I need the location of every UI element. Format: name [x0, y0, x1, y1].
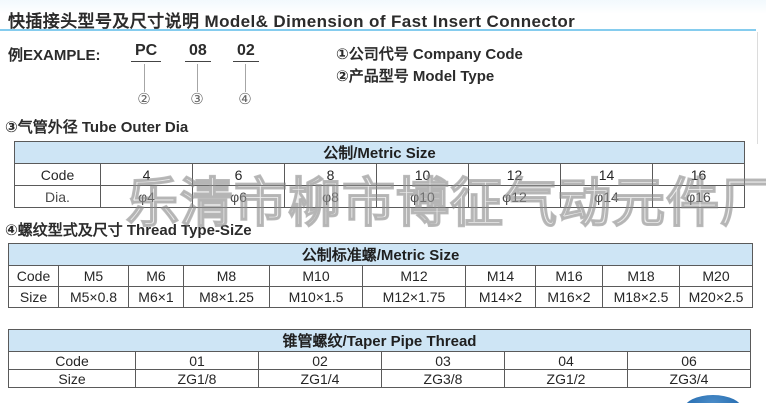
table-cell: M16	[535, 265, 603, 287]
page-edge-line	[757, 32, 758, 144]
table-cell: φ16	[651, 185, 746, 208]
table-cell: φ6	[192, 185, 285, 208]
table-cell: M6×1	[128, 286, 184, 308]
example-label: 例EXAMPLE:	[8, 47, 101, 64]
table-cell: M8	[183, 265, 270, 287]
table-header-row: 公制/Metric Size	[13, 141, 746, 164]
section-title-thread-type: ④螺纹型式及尺寸 Thread Type-SiZe	[5, 222, 252, 239]
legend-company-code: ①公司代号 Company Code	[336, 46, 523, 63]
table-cell: 14	[560, 163, 653, 186]
table-cell: M12×1.75	[362, 286, 466, 308]
table-cell: φ14	[560, 185, 653, 208]
table-cell: ZG1/2	[504, 369, 628, 388]
marker-circle-2: ②	[137, 91, 151, 108]
marker-circle-4: ④	[238, 91, 252, 108]
table-cell: 02	[258, 351, 382, 370]
table-cell: Code	[8, 265, 59, 287]
table-cell: Dia.	[14, 185, 101, 208]
tube-dia-table: 公制/Metric Size Code 4 6 8 10 12 14 16 Di…	[13, 141, 746, 208]
table-cell: M8×1.25	[183, 286, 270, 308]
table-cell: ZG3/4	[627, 369, 751, 388]
example-code-thread: 02	[233, 42, 259, 62]
table-cell: M10	[269, 265, 363, 287]
table-cell: M16×2	[535, 286, 603, 308]
connector-line	[245, 64, 246, 92]
table-cell: M14×2	[465, 286, 536, 308]
table-cell: 10	[376, 163, 469, 186]
table-cell: 4	[100, 163, 193, 186]
table-cell: Size	[8, 369, 136, 388]
page-title: 快插接头型号及尺寸说明 Model& Dimension of Fast Ins…	[8, 12, 576, 31]
table-cell: ZG1/8	[135, 369, 259, 388]
table-cell: M18×2.5	[602, 286, 680, 308]
table-cell: M5×0.8	[58, 286, 129, 308]
table-cell: M18	[602, 265, 680, 287]
table-header-row: 锥管螺纹/Taper Pipe Thread	[8, 329, 751, 352]
metric-thread-table: 公制标准螺/Metric Size Code M5 M6 M8 M10 M12 …	[7, 243, 754, 308]
table-cell: 16	[651, 163, 746, 186]
table-cell: 03	[381, 351, 505, 370]
table-cell: M20	[678, 265, 754, 287]
taper-thread-table: 锥管螺纹/Taper Pipe Thread Code 01 02 03 04 …	[8, 329, 751, 388]
table-cell: 8	[284, 163, 377, 186]
table-header: 锥管螺纹/Taper Pipe Thread	[8, 329, 751, 352]
table-cell: Size	[8, 286, 59, 308]
table-row: Code 4 6 8 10 12 14 16	[14, 163, 746, 186]
section-title-tube-dia: ③气管外径 Tube Outer Dia	[5, 119, 189, 136]
table-cell: 6	[192, 163, 285, 186]
table-cell: M5	[58, 265, 129, 287]
table-cell: ZG3/8	[381, 369, 505, 388]
table-cell: 06	[627, 351, 751, 370]
table-row: Size ZG1/8 ZG1/4 ZG3/8 ZG1/2 ZG3/4	[8, 369, 751, 388]
table-cell: M12	[362, 265, 466, 287]
marker-circle-3: ③	[190, 91, 204, 108]
table-header: 公制/Metric Size	[13, 141, 746, 164]
title-divider	[0, 29, 756, 31]
table-cell: M20×2.5	[678, 286, 754, 308]
table-row: Dia. φ4 φ6 φ8 φ10 φ12 φ14 φ16	[14, 185, 746, 208]
table-cell: M6	[128, 265, 184, 287]
connector-line	[144, 64, 145, 92]
table-cell: φ10	[376, 185, 469, 208]
legend-model-type: ②产品型号 Model Type	[336, 68, 495, 85]
table-row: Code M5 M6 M8 M10 M12 M14 M16 M18 M20	[8, 265, 754, 287]
connector-line	[197, 64, 198, 92]
table-cell: ZG1/4	[258, 369, 382, 388]
table-cell: φ4	[100, 185, 193, 208]
logo-ellipse	[684, 395, 742, 403]
table-cell: M14	[465, 265, 536, 287]
table-cell: Code	[14, 163, 101, 186]
table-cell: M10×1.5	[269, 286, 363, 308]
table-cell: Code	[8, 351, 136, 370]
example-code-tube: 08	[185, 42, 211, 62]
table-cell: φ8	[284, 185, 377, 208]
table-cell: 01	[135, 351, 259, 370]
table-header: 公制标准螺/Metric Size	[7, 243, 754, 266]
table-header-row: 公制标准螺/Metric Size	[7, 243, 754, 266]
table-row: Code 01 02 03 04 06	[8, 351, 751, 370]
table-cell: φ12	[468, 185, 561, 208]
example-code-company: PC	[131, 42, 162, 62]
table-row: Size M5×0.8 M6×1 M8×1.25 M10×1.5 M12×1.7…	[8, 286, 754, 308]
table-cell: 04	[504, 351, 628, 370]
table-cell: 12	[468, 163, 561, 186]
